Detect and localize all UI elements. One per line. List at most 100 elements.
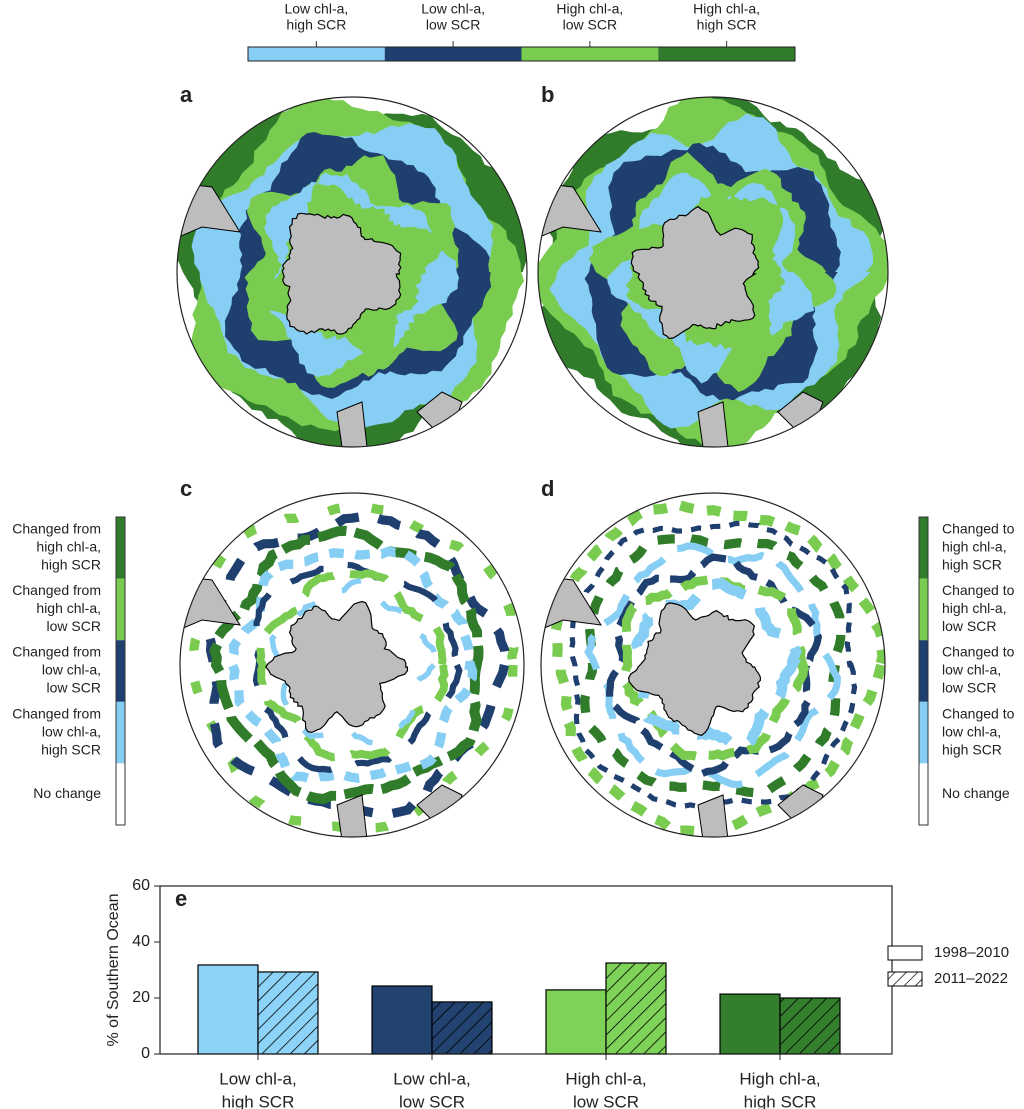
panel-label: a bbox=[180, 82, 193, 107]
bar bbox=[545, 989, 607, 1055]
legend-label: Changed from bbox=[12, 521, 101, 537]
australia bbox=[697, 401, 729, 447]
map bbox=[180, 493, 524, 837]
legend-label: high SCR bbox=[697, 17, 757, 33]
legend-swatch bbox=[248, 47, 385, 61]
x-tick-label: high SCR bbox=[744, 1092, 817, 1109]
y-tick-label: 0 bbox=[141, 1045, 150, 1062]
legend-swatch bbox=[521, 47, 659, 61]
legend-swatch bbox=[116, 763, 125, 825]
legend-swatch bbox=[116, 517, 125, 579]
x-tick-label: low SCR bbox=[399, 1092, 465, 1109]
legend-label: No change bbox=[942, 785, 1010, 801]
legend-swatch bbox=[116, 578, 125, 641]
legend-swatch bbox=[887, 945, 923, 961]
legend-label: high SCR bbox=[942, 557, 1002, 573]
map-region bbox=[227, 546, 478, 783]
legend-label: low chl-a, bbox=[42, 662, 101, 678]
legend-swatch bbox=[919, 578, 928, 641]
panel-label: c bbox=[180, 476, 192, 501]
y-tick-label: 60 bbox=[132, 877, 150, 894]
legend-label: low SCR bbox=[47, 618, 101, 634]
map-region bbox=[580, 532, 846, 798]
legend-label: Changed from bbox=[12, 582, 101, 598]
legend-label: high SCR bbox=[41, 741, 101, 757]
bar bbox=[197, 964, 259, 1055]
map-region bbox=[630, 578, 802, 750]
legend-label: High chl-a, bbox=[693, 1, 760, 17]
antarctica bbox=[627, 602, 762, 737]
map-region bbox=[584, 542, 842, 789]
legend-label: high chl-a, bbox=[942, 539, 1007, 555]
legend-label: Changed to bbox=[942, 582, 1015, 598]
legend-label: 1998–2010 bbox=[934, 944, 1009, 961]
legend-label: High chl-a, bbox=[556, 1, 623, 17]
legend-label: low SCR bbox=[942, 618, 996, 634]
bar bbox=[371, 985, 433, 1055]
australia bbox=[697, 794, 729, 837]
legend-label: high SCR bbox=[942, 741, 1002, 757]
map-region bbox=[209, 525, 484, 805]
legend-swatch bbox=[384, 47, 522, 61]
antarctica bbox=[281, 212, 402, 335]
antarctica bbox=[630, 205, 760, 340]
legend-swatch bbox=[887, 971, 923, 987]
legend-label: low chl-a, bbox=[942, 723, 1001, 739]
plot-frame bbox=[159, 885, 893, 1055]
legend-label: 2011–2022 bbox=[934, 970, 1008, 987]
panel-label: e bbox=[175, 886, 187, 911]
bar bbox=[431, 1001, 493, 1055]
map bbox=[541, 493, 885, 837]
map-border bbox=[540, 492, 886, 838]
legend-swatch bbox=[919, 517, 928, 579]
legend-frame bbox=[918, 516, 929, 826]
x-tick-label: High chl-a, bbox=[739, 1069, 820, 1088]
legend-label: low SCR bbox=[942, 680, 996, 696]
bar bbox=[719, 993, 781, 1055]
legend-label: Changed to bbox=[942, 705, 1015, 721]
antarctica bbox=[265, 600, 409, 734]
x-tick-label: Low chl-a, bbox=[393, 1069, 470, 1088]
map-border bbox=[537, 96, 889, 448]
legend-label: low SCR bbox=[426, 17, 480, 33]
legend-swatch bbox=[919, 763, 928, 825]
bar bbox=[779, 997, 841, 1055]
map-border bbox=[179, 492, 525, 838]
legend-label: low SCR bbox=[47, 680, 101, 696]
legend-frame bbox=[115, 516, 126, 826]
legend-label: high chl-a, bbox=[942, 600, 1007, 616]
australia bbox=[336, 401, 368, 447]
legend-swatch bbox=[116, 701, 125, 764]
y-tick-label: 20 bbox=[132, 989, 150, 1006]
map-region bbox=[619, 573, 810, 764]
map-region bbox=[256, 569, 449, 762]
legend-label: Changed to bbox=[942, 521, 1015, 537]
map bbox=[177, 97, 527, 447]
y-tick-label: 40 bbox=[132, 933, 150, 950]
legend-label: Low chl-a, bbox=[284, 1, 348, 17]
legend-label: Low chl-a, bbox=[421, 1, 485, 17]
legend-label: high SCR bbox=[286, 17, 346, 33]
legend-swatch bbox=[116, 640, 125, 702]
legend-label: low chl-a, bbox=[942, 662, 1001, 678]
legend-label: Changed from bbox=[12, 644, 101, 660]
legend-label: low chl-a, bbox=[42, 723, 101, 739]
legend-label: Changed from bbox=[12, 705, 101, 721]
bar bbox=[605, 962, 667, 1055]
legend-label: low SCR bbox=[563, 17, 617, 33]
legend-label: high chl-a, bbox=[36, 539, 101, 555]
legend-swatch bbox=[919, 701, 928, 764]
legend-label: Changed to bbox=[942, 644, 1015, 660]
y-axis-label: % of Southern Ocean bbox=[105, 894, 122, 1047]
x-tick-label: low SCR bbox=[573, 1092, 639, 1109]
panel-label: d bbox=[541, 476, 554, 501]
map-border bbox=[176, 96, 528, 448]
legend-label: No change bbox=[33, 785, 101, 801]
legend-frame bbox=[247, 46, 796, 62]
x-tick-label: high SCR bbox=[222, 1092, 295, 1109]
bar bbox=[257, 971, 319, 1055]
legend-label: high chl-a, bbox=[36, 600, 101, 616]
legend-label: high SCR bbox=[41, 557, 101, 573]
panel-label: b bbox=[541, 82, 554, 107]
